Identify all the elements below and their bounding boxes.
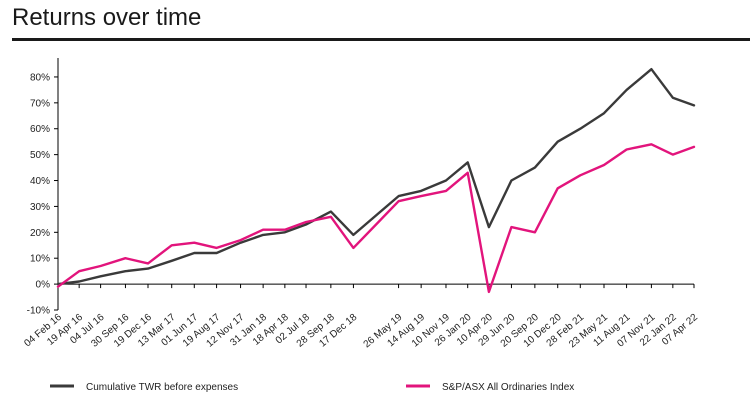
chart-axes xyxy=(57,58,694,310)
chart-legend: Cumulative TWR before expenses S&P/ASX Al… xyxy=(50,382,574,393)
legend-label: S&P/ASX All Ordinaries Index xyxy=(442,382,574,393)
series-line-twr xyxy=(56,68,696,286)
series-line-index xyxy=(56,143,696,294)
y-tick-label: 40% xyxy=(30,176,50,187)
y-tick-label: 50% xyxy=(30,150,50,161)
y-tick-label: -10% xyxy=(27,306,50,317)
chart-series xyxy=(56,68,696,294)
y-axis-ticks: 80% 70% 60% 50% 40% 30% 20% 10% 0% -10% xyxy=(27,72,58,317)
title-divider xyxy=(12,38,750,41)
y-tick-label: 0% xyxy=(36,280,51,291)
y-tick-label: 60% xyxy=(30,124,50,135)
legend-label: Cumulative TWR before expenses xyxy=(86,382,238,393)
y-tick-label: 70% xyxy=(30,98,50,109)
page-title: Returns over time xyxy=(12,4,202,31)
y-tick-label: 80% xyxy=(30,72,50,83)
y-tick-label: 20% xyxy=(30,228,50,239)
y-tick-label: 30% xyxy=(30,202,50,213)
y-tick-label: 10% xyxy=(30,254,50,265)
